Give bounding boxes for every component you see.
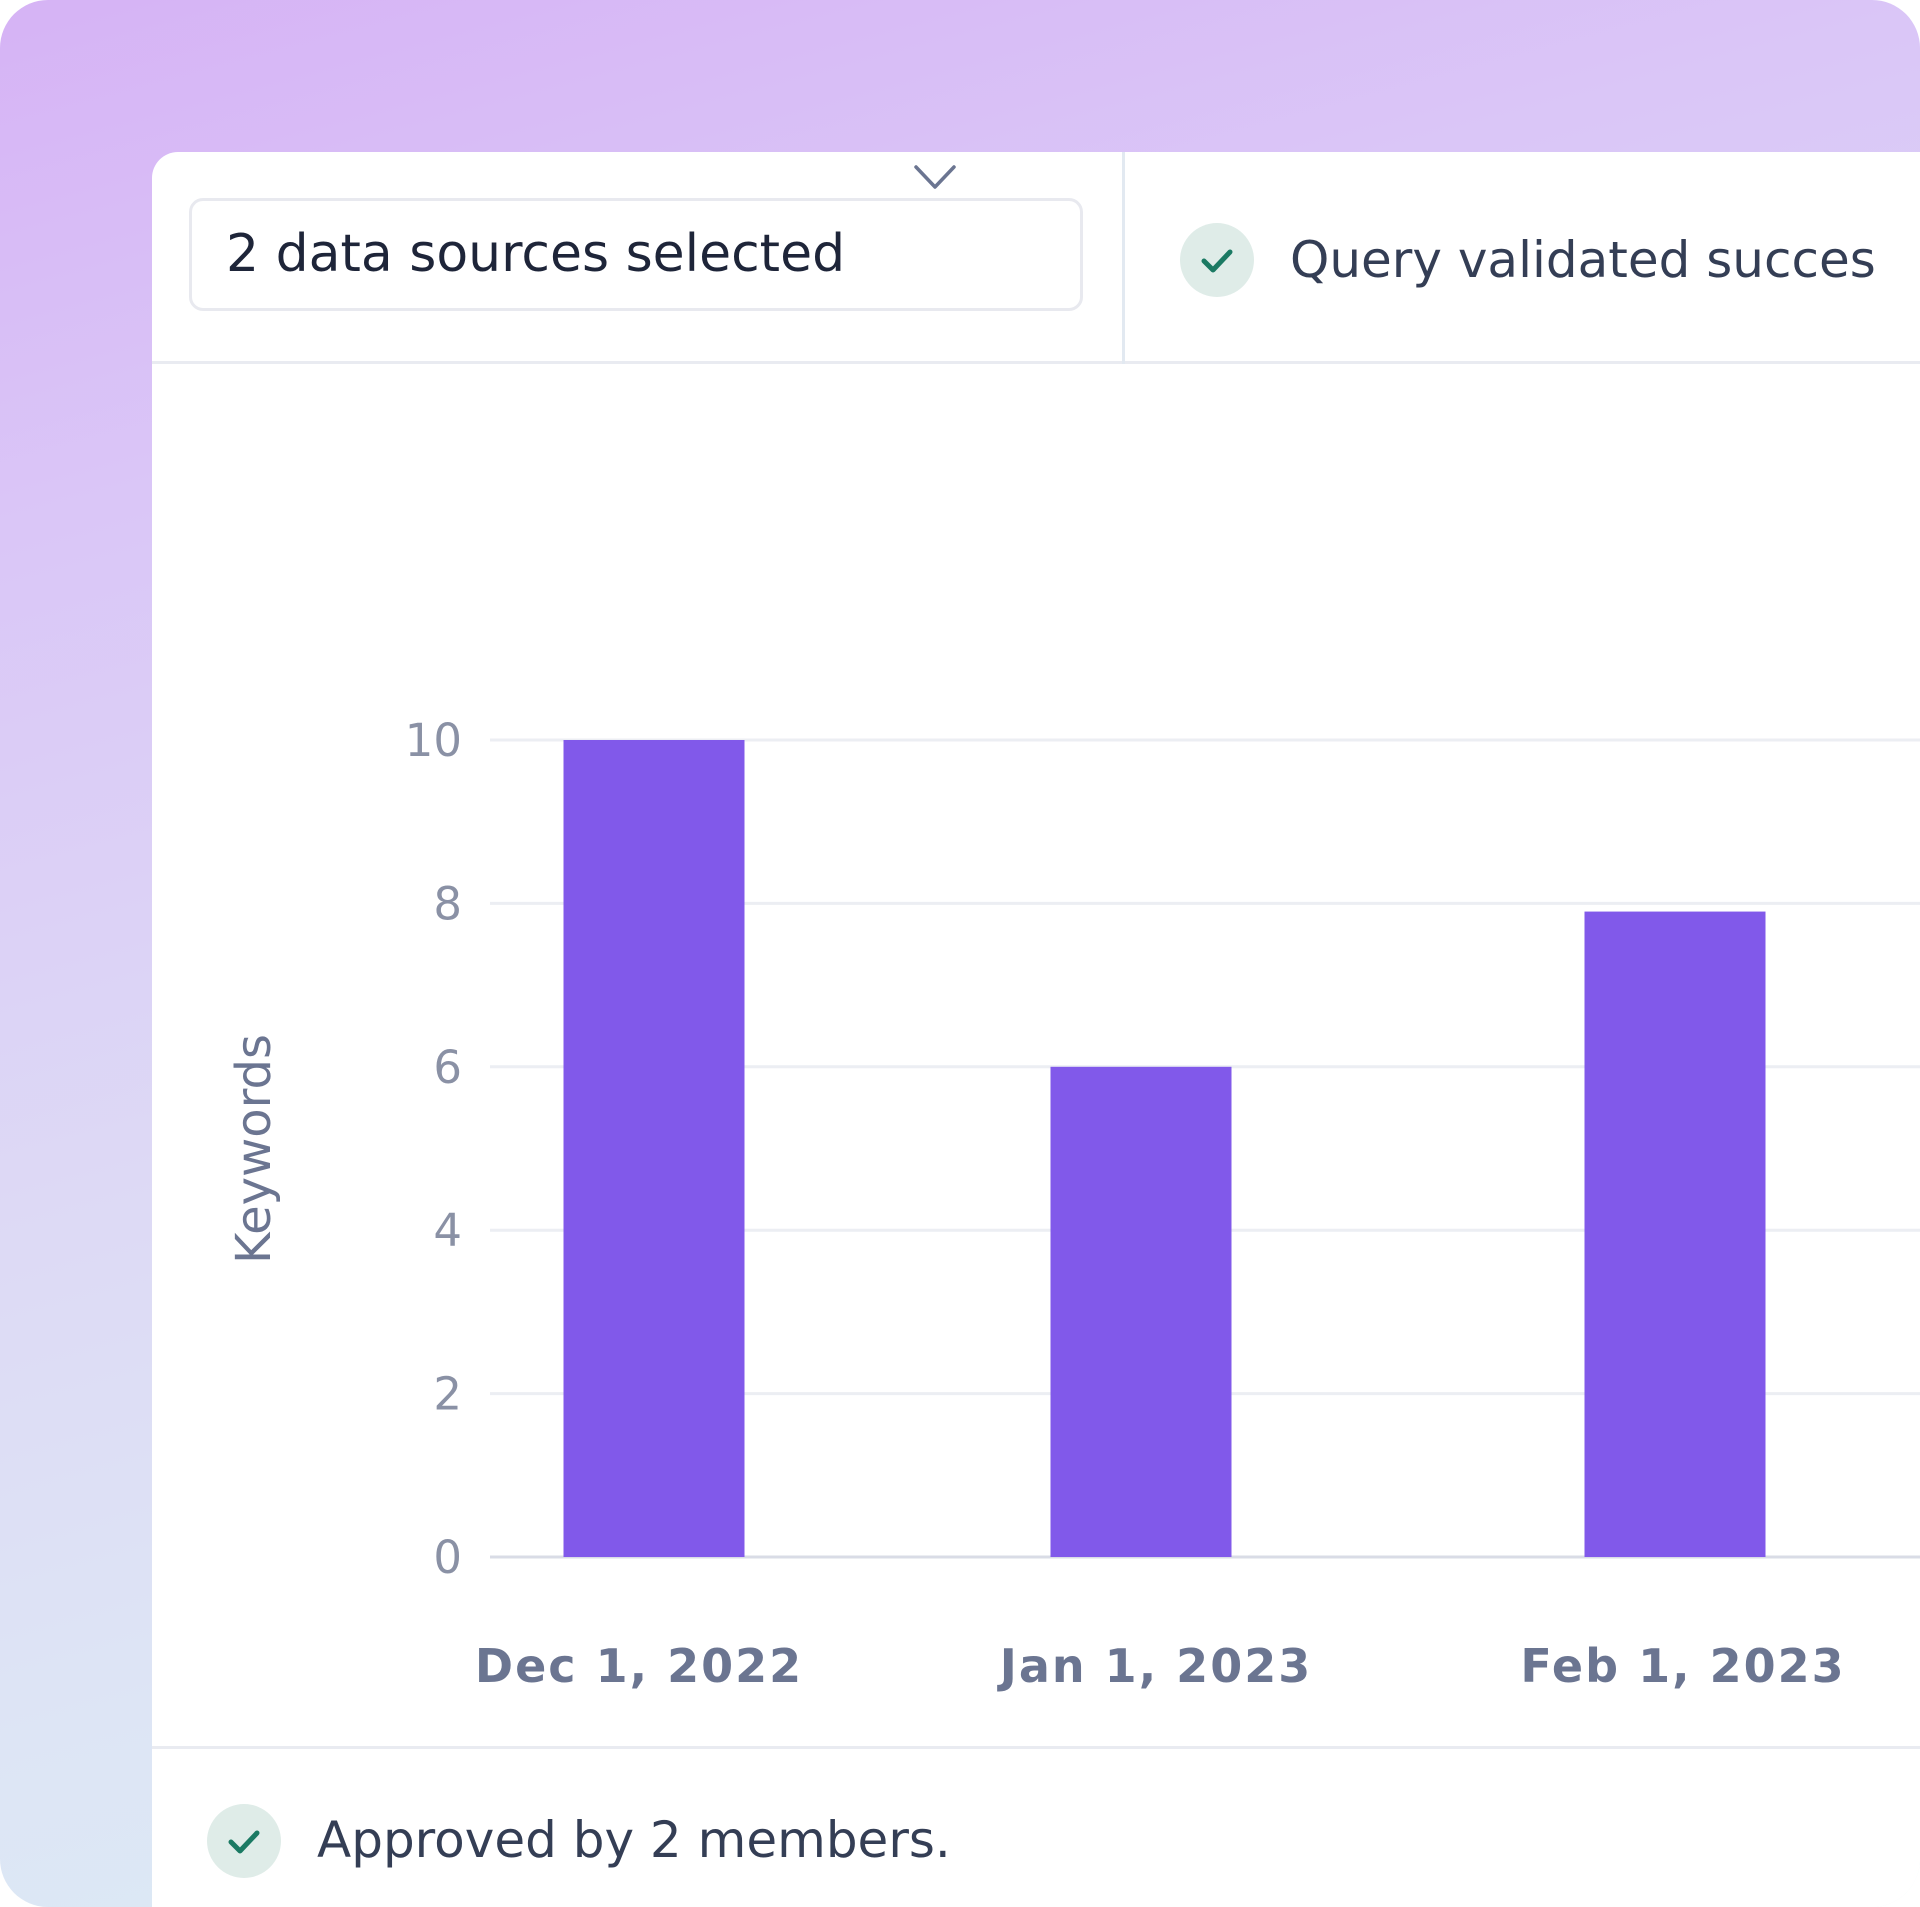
check-icon: [1180, 223, 1254, 297]
y-tick-label: 6: [433, 1041, 462, 1094]
bar[interactable]: [1050, 1066, 1232, 1557]
y-tick-label: 10: [405, 714, 462, 767]
query-toolbar: 2 data sources selected Query validated …: [152, 152, 1920, 364]
toolbar-divider: [1122, 152, 1125, 364]
y-tick-label: 8: [433, 877, 462, 930]
x-category-label: Jan 1, 2023: [997, 1639, 1312, 1693]
query-card: 2 data sources selected Query validated …: [152, 152, 1920, 1907]
query-status-text: Query validated succes: [1290, 231, 1876, 289]
x-category-label: Feb 1, 2023: [1520, 1639, 1845, 1693]
approval-text: Approved by 2 members.: [317, 1811, 951, 1869]
data-source-dropdown-label: 2 data sources selected: [226, 224, 846, 284]
chart-svg: 0 2 4 6 8 10 Dec 1, 2022 Jan 1, 2023 Feb 1, 202…: [226, 714, 1920, 1693]
x-category-label: Dec 1, 2022: [475, 1639, 803, 1693]
data-source-dropdown[interactable]: 2 data sources selected: [189, 165, 1083, 311]
bar[interactable]: [563, 740, 745, 1557]
check-icon: [207, 1804, 281, 1878]
y-axis-label: Keywords: [226, 1034, 282, 1264]
y-tick-label: 2: [433, 1368, 462, 1421]
approval-footer: Approved by 2 members.: [152, 1746, 1920, 1907]
y-tick-label: 4: [433, 1204, 462, 1257]
keywords-bar-chart: 0 2 4 6 8 10 Dec 1, 2022 Jan 1, 2023 Feb 1, 202…: [152, 364, 1920, 1899]
bar[interactable]: [1584, 911, 1766, 1557]
chevron-down-icon: [914, 165, 956, 189]
y-tick-label: 0: [433, 1531, 462, 1584]
